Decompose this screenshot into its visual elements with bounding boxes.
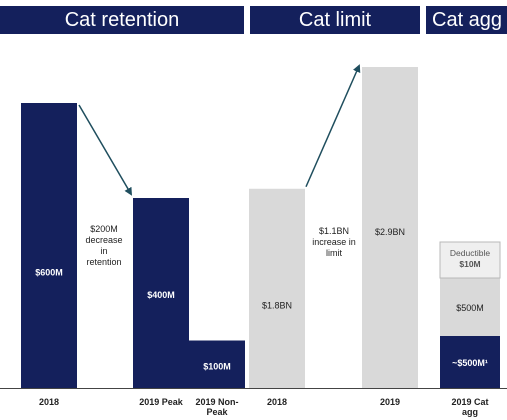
agg-segment-label-3: Deductible $10M — [450, 248, 490, 269]
agg-segment-2 — [440, 278, 500, 336]
retention-bar-label-3: $100M — [203, 361, 231, 371]
header-cat-retention: Cat retention — [0, 6, 244, 34]
limit-category-2: 2019 — [380, 397, 400, 407]
retention-decrease-arrow — [78, 104, 133, 196]
retention-bar-label-1: $600M — [35, 268, 63, 278]
agg-segment-label-1: ~$500M¹ — [452, 358, 488, 368]
limit-bar-label-1: $1.8BN — [262, 300, 292, 310]
limit-increase-arrow — [305, 64, 361, 188]
limit-bar-1 — [249, 188, 305, 388]
header-cat-agg: Cat agg — [426, 6, 507, 34]
header-cat-limit: Cat limit — [250, 6, 420, 34]
limit-category-1: 2018 — [267, 397, 287, 407]
retention-category-2: 2019 Peak — [139, 397, 184, 407]
limit-bar-2 — [362, 67, 418, 388]
retention-bar-2 — [133, 198, 189, 388]
limit-annotation: $1.1BN increase in limit — [312, 226, 356, 258]
retention-bar-3 — [189, 340, 245, 388]
retention-category-1: 2018 — [39, 397, 59, 407]
retention-category-3: 2019 Non-Peak — [195, 397, 238, 417]
agg-category-1: 2019 Cat agg — [451, 397, 488, 417]
retention-bar-label-2: $400M — [147, 290, 175, 300]
agg-segment-label-2: $500M — [456, 303, 484, 313]
agg-segment-1 — [440, 336, 500, 388]
retention-annotation: $200M decrease in retention — [85, 224, 122, 267]
limit-bar-label-2: $2.9BN — [375, 227, 405, 237]
agg-segment-3 — [439, 241, 501, 279]
retention-bar-1 — [21, 103, 77, 388]
